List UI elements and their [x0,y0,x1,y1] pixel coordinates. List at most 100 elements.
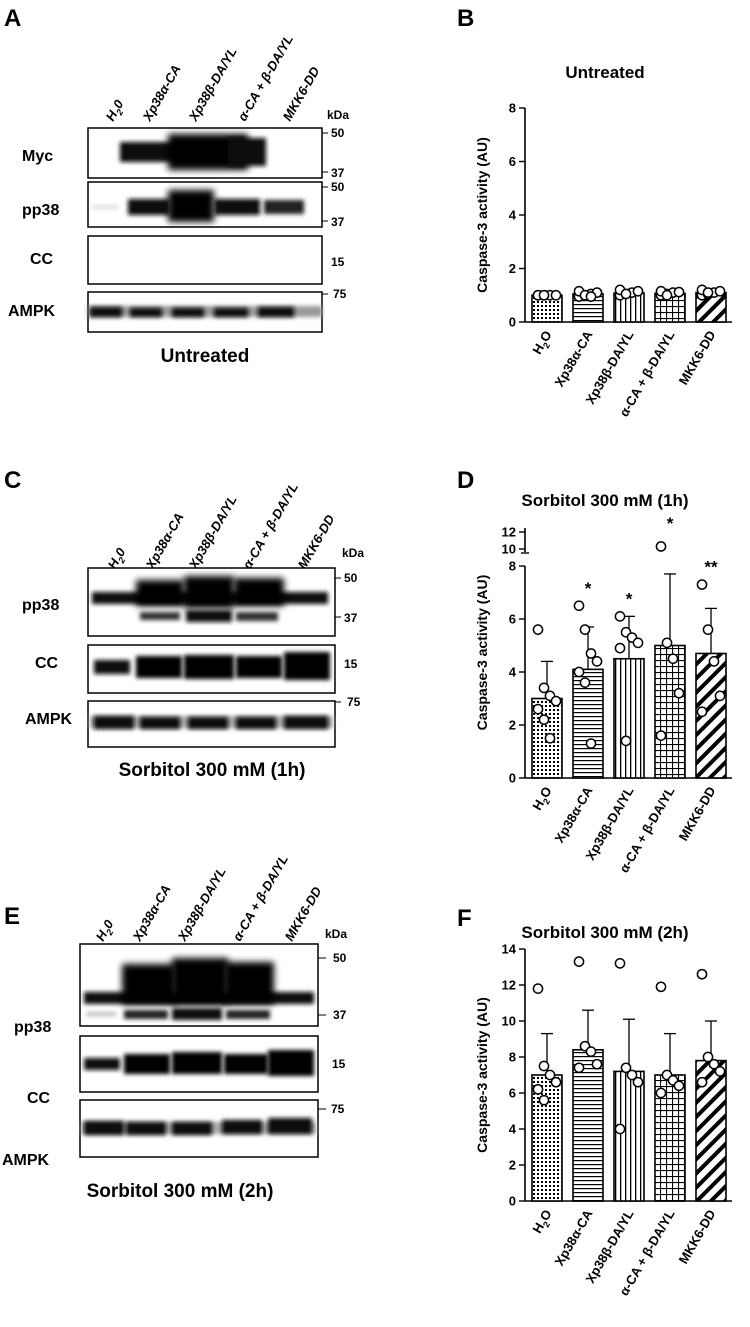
y-tick-label: 8 [509,1050,516,1065]
blot-caption: Sorbitol 300 mM (1h) [119,760,306,781]
data-point [614,958,626,969]
x-tick-label: H2O [529,784,557,814]
bands-ampk [88,306,322,317]
bands-pp38 [92,576,328,622]
y-tick-label: 2 [509,1158,516,1173]
y-tick-label: 6 [509,1086,516,1101]
x-tick-label: MKK6-DD [676,1207,719,1266]
row-label-pp38: pp38 [14,1019,51,1036]
significance-label: * [585,579,592,598]
bar [572,668,604,779]
bands-myc [120,134,266,170]
data-point [632,285,644,297]
data-point [538,1094,550,1106]
data-point [550,1076,562,1088]
y-tick-label: 10 [502,1014,516,1029]
row-label-cc: CC [27,1090,51,1107]
blot-strip-cc [87,235,323,285]
y-tick-label: 2 [509,718,516,733]
marker-50: 50 [331,180,345,194]
row-label-cc: CC [35,655,59,672]
panel-label-a: A [4,5,21,32]
data-point [532,703,544,715]
data-point [532,624,544,635]
marker-75: 75 [333,287,347,301]
panel-label-f: F [457,905,472,932]
data-point [661,637,673,649]
data-point [573,600,585,612]
y-tick-label: 6 [509,612,516,627]
lane-label-combo: α-CA + β-DA/YL [240,480,301,571]
bar [572,1049,604,1202]
bands-ampk [82,1118,316,1135]
y-tick-label: 0 [509,315,516,330]
lane-label-xp38b: Xp38β-DA/YL [174,865,229,945]
data-point [702,624,714,635]
data-point [667,653,679,665]
y-tick-label: 8 [509,101,516,116]
data-point [579,624,591,635]
blot-panel-a: H20 Xp38α-CA Xp38β-DA/YL α-CA + β-DA/YL … [8,32,349,367]
data-point [585,648,597,659]
data-point [655,981,667,993]
marker-37: 37 [333,1008,347,1022]
bar [613,657,645,779]
bar [654,292,686,323]
data-point [714,690,726,702]
lane-label-mkk6: MKK6-DD [282,884,325,944]
data-point [550,695,562,707]
x-tick-label: H2O [529,328,557,358]
marker-75: 75 [347,695,361,709]
marker-15: 15 [332,1057,346,1071]
bands-pp38 [92,190,304,222]
data-point [538,714,550,726]
lane-label-mkk6: MKK6-DD [295,512,338,572]
data-point [550,289,562,301]
data-point [544,732,556,744]
data-point [620,288,632,300]
data-point [673,1080,685,1092]
data-point [708,1058,720,1070]
y-tick-label: 12 [502,978,516,993]
panel-label-e: E [4,903,20,930]
y-tick-label: 14 [502,942,517,957]
x-tick-label: Xp38α-CA [552,1206,596,1268]
y-axis-label: Caspase-3 activity (AU) [474,575,490,731]
data-point [538,1060,550,1072]
data-point [585,1046,597,1057]
marker-50: 50 [331,126,345,140]
data-point [714,1066,726,1077]
panel-label-d: D [457,467,474,494]
kda-label: kDa [327,108,349,122]
data-point [661,289,673,301]
lane-label-xp38a: Xp38α-CA [129,882,174,944]
bands-pp38 [84,958,314,1020]
lane-label-xp38a: Xp38α-CA [142,510,187,572]
chart-title: Sorbitol 300 mM (2h) [521,923,688,942]
data-point [532,983,544,994]
kda-label: kDa [342,546,364,560]
data-point [585,738,597,749]
x-tick-label: H2O [529,1207,557,1237]
data-point [573,1062,585,1074]
data-point [544,1069,556,1081]
significance-label: ** [704,558,718,577]
bar [654,644,686,779]
lane-label-mkk6: MKK6-DD [280,64,323,124]
lane-label-xp38b: Xp38β-DA/YL [185,493,240,573]
y-tick-label: 4 [509,665,517,680]
bands-ampk [90,716,333,729]
data-point [591,656,603,667]
data-point [620,1062,632,1074]
row-label-cc: CC [30,251,54,268]
data-point [714,285,726,297]
data-point [673,286,685,298]
row-label-pp38: pp38 [22,202,59,219]
y-tick-label: 6 [509,154,516,169]
marker-37: 37 [331,215,345,229]
lane-label-h2o: H20 [93,917,120,945]
y-axis-label: Caspase-3 activity (AU) [474,997,490,1153]
row-label-ampk: AMPK [2,1152,50,1169]
bar [613,1070,645,1202]
marker-37: 37 [344,611,358,625]
